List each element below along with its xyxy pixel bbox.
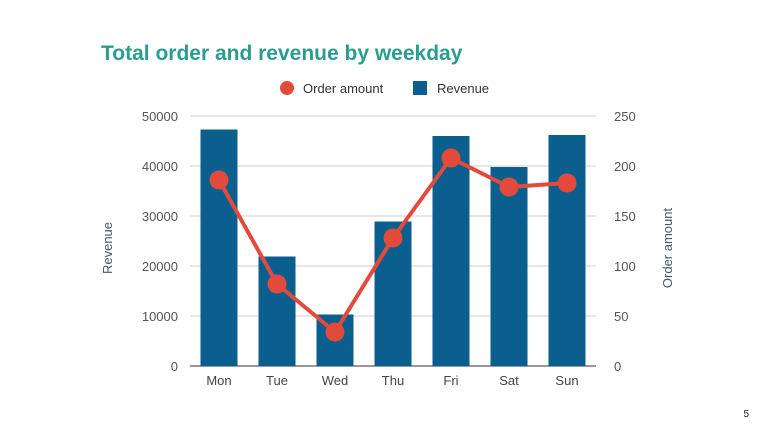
- left-tick-label: 20000: [142, 259, 178, 274]
- revenue-bar-tue: [258, 256, 296, 366]
- y-axis-title-right: Order amount: [660, 208, 675, 289]
- order-amount-point-mon: [209, 170, 229, 190]
- x-axis-categories: Mon Tue Wed Thu Fri Sat Sun: [206, 373, 578, 388]
- revenue-bars: [200, 129, 586, 366]
- revenue-bar-sun: [548, 135, 586, 366]
- legend-order-amount-marker: [280, 81, 294, 95]
- right-tick-label: 200: [614, 159, 636, 174]
- legend-order-amount-label: Order amount: [303, 81, 384, 96]
- right-tick-label: 0: [614, 359, 621, 374]
- y-axis-title-left: Revenue: [100, 222, 115, 274]
- category-label: Sun: [555, 373, 578, 388]
- order-amount-point-wed: [325, 322, 345, 342]
- category-label: Wed: [322, 373, 349, 388]
- legend-revenue-label: Revenue: [437, 81, 489, 96]
- category-label: Mon: [206, 373, 231, 388]
- revenue-bar-mon: [200, 129, 238, 366]
- category-label: Tue: [266, 373, 288, 388]
- revenue-bar-sat: [490, 167, 528, 366]
- right-tick-label: 50: [614, 309, 628, 324]
- right-tick-label: 150: [614, 209, 636, 224]
- left-tick-label: 10000: [142, 309, 178, 324]
- left-tick-label: 0: [171, 359, 178, 374]
- order-amount-line: [209, 148, 577, 342]
- legend: Order amount Revenue: [280, 81, 489, 96]
- left-axis-ticks: 0 10000 20000 30000 40000 50000: [142, 109, 178, 374]
- revenue-bar-fri: [432, 136, 470, 366]
- category-label: Sat: [499, 373, 519, 388]
- left-tick-label: 40000: [142, 159, 178, 174]
- order-amount-point-thu: [383, 228, 403, 248]
- chart-title: Total order and revenue by weekday: [101, 42, 463, 65]
- order-amount-point-tue: [267, 274, 287, 294]
- right-axis-ticks: 0 50 100 150 200 250: [614, 109, 636, 374]
- page-number: 5: [743, 409, 749, 420]
- right-tick-label: 250: [614, 109, 636, 124]
- right-tick-label: 100: [614, 259, 636, 274]
- left-tick-label: 30000: [142, 209, 178, 224]
- order-amount-point-fri: [441, 148, 461, 168]
- category-label: Fri: [443, 373, 458, 388]
- left-tick-label: 50000: [142, 109, 178, 124]
- order-amount-point-sun: [557, 173, 577, 193]
- order-amount-point-sat: [499, 177, 519, 197]
- category-label: Thu: [382, 373, 404, 388]
- legend-revenue-marker: [413, 81, 427, 95]
